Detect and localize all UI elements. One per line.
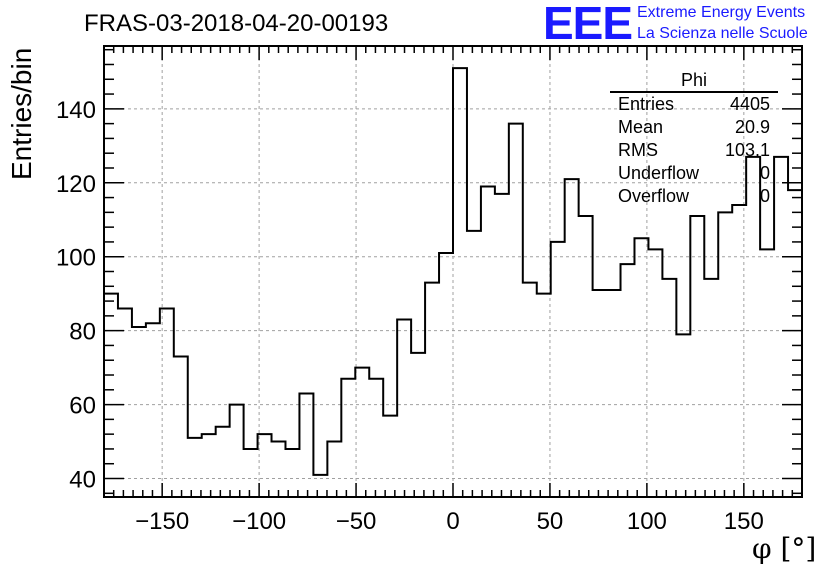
x-tick-label: 50 xyxy=(537,508,564,535)
y-tick-label: 120 xyxy=(56,171,96,198)
y-tick-label: 40 xyxy=(69,467,96,494)
chart-title: FRAS-03-2018-04-20-00193 xyxy=(84,10,389,37)
y-tick-label: 100 xyxy=(56,245,96,272)
logo-line-2: La Scienza nelle Scuole xyxy=(637,25,808,42)
stat-name: Entries xyxy=(618,94,675,114)
logo-line-1: Extreme Energy Events xyxy=(637,4,806,21)
x-axis-label: φ [°] xyxy=(752,532,817,565)
stat-name: Underflow xyxy=(618,163,700,183)
y-tick-label: 80 xyxy=(69,319,96,346)
stat-value: 0 xyxy=(759,163,770,183)
y-axis-label: Entries/bin xyxy=(6,47,37,180)
stat-name: Mean xyxy=(618,117,664,137)
x-tick-label: −50 xyxy=(336,508,377,535)
x-tick-label: −100 xyxy=(232,508,286,535)
eee-logo: EEE xyxy=(543,0,633,49)
y-tick-label: 60 xyxy=(69,393,96,420)
x-tick-label: 100 xyxy=(627,508,667,535)
stats-divider xyxy=(610,91,778,93)
histogram-line xyxy=(104,67,802,476)
stat-value: 4405 xyxy=(729,94,770,114)
y-tick-label: 140 xyxy=(56,97,96,124)
stat-value: 0 xyxy=(759,186,770,206)
x-tick-label: 0 xyxy=(446,508,459,535)
stats-title: Phi xyxy=(680,70,707,90)
stat-value: 103.1 xyxy=(724,140,770,160)
stat-name: RMS xyxy=(618,140,658,160)
stat-name: Overflow xyxy=(618,186,690,206)
x-tick-label: 150 xyxy=(724,508,764,535)
stat-value: 20.9 xyxy=(734,117,770,137)
x-tick-label: −150 xyxy=(135,508,189,535)
